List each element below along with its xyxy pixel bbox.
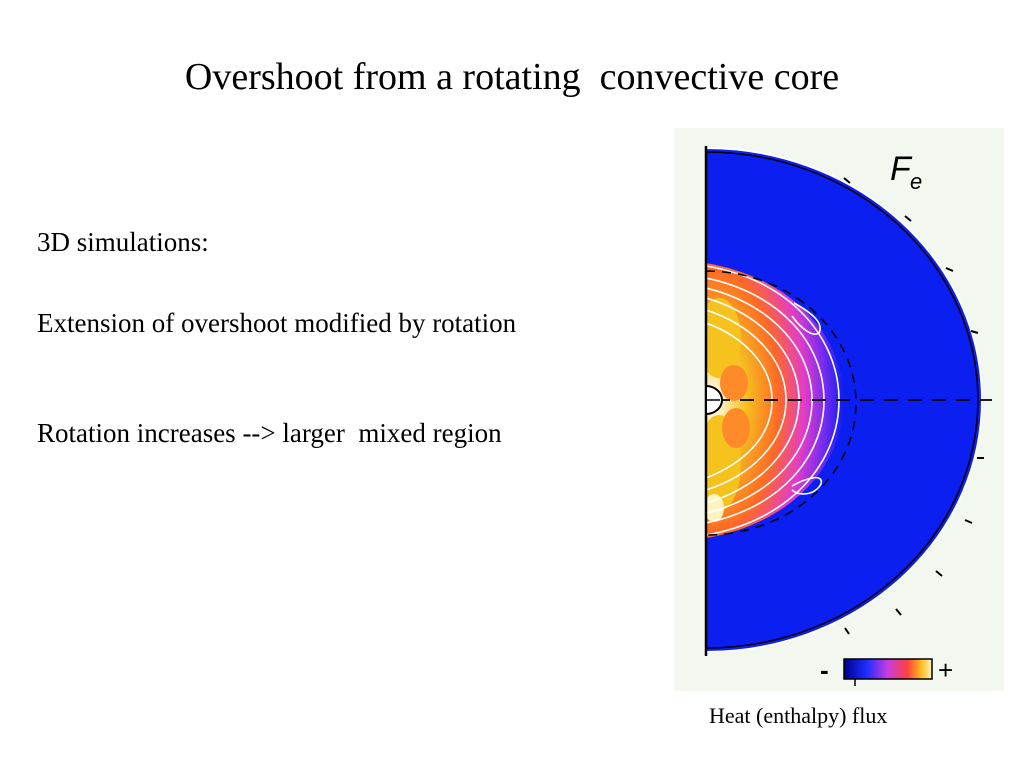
bullet-rotation: Rotation increases --> larger mixed regi… (37, 418, 502, 448)
rim-ticks (843, 177, 984, 635)
bullet-simulations: 3D simulations: (37, 227, 209, 257)
outer-boundary (705, 151, 979, 649)
core-boundary (705, 270, 857, 536)
colorbar (843, 658, 933, 680)
flux-simulation-figure: F e - + (674, 128, 1004, 691)
colorbar-minus-label: - (820, 655, 829, 685)
flux-label-sub: e (910, 169, 922, 194)
slide-title: Overshoot from a rotating convective cor… (184, 56, 840, 98)
flux-simulation-svg: F e - + (704, 146, 992, 686)
figure-caption: Heat (enthalpy) flux (709, 703, 888, 728)
flux-label-main: F (890, 150, 913, 188)
colorbar-plus-label: + (938, 655, 953, 685)
bullet-extension: Extension of overshoot modified by rotat… (37, 308, 517, 338)
